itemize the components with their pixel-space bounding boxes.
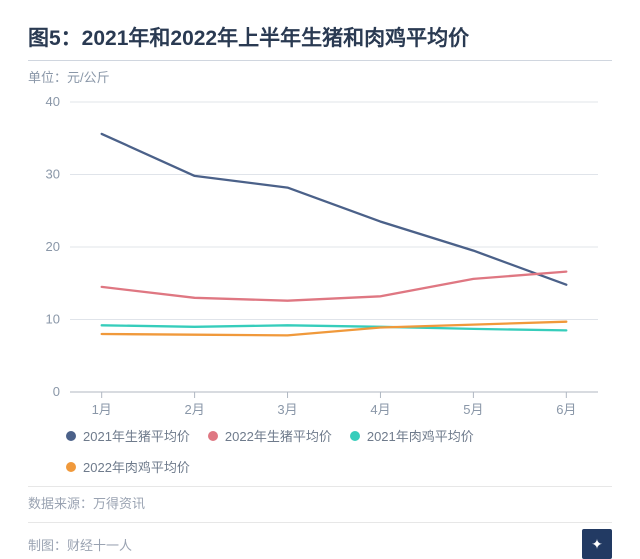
chart-card: 图5：2021年和2022年上半年生猪和肉鸡平均价 单位：元/公斤 0 10 20 3… — [0, 0, 640, 544]
legend-item: 2022年肉鸡平均价 — [66, 457, 190, 476]
chart-title: 图5：2021年和2022年上半年生猪和肉鸡平均价 — [28, 22, 469, 52]
x-tick-label: 2月 — [184, 402, 204, 417]
data-source: 数据来源：万得资讯 — [28, 493, 612, 512]
chart-svg: 0 10 20 30 40 1月 2月 3月 4月 5月 6月 — [28, 92, 612, 422]
series-line-pig2022 — [102, 272, 567, 301]
legend-dot-icon — [350, 431, 360, 441]
legend-item: 2021年生猪平均价 — [66, 426, 190, 445]
publisher-logo-icon: ✦ — [582, 529, 612, 559]
svg-text:20: 20 — [46, 239, 60, 254]
legend-dot-icon — [66, 431, 76, 441]
series-line-pig2021 — [102, 134, 567, 285]
svg-text:0: 0 — [53, 384, 60, 399]
x-tick-label: 3月 — [277, 402, 297, 417]
divider — [28, 486, 612, 487]
x-tick-label: 6月 — [556, 402, 576, 417]
legend-item: 2021年肉鸡平均价 — [350, 426, 474, 445]
svg-text:30: 30 — [46, 167, 60, 182]
legend-label: 2022年肉鸡平均价 — [83, 457, 190, 476]
logo-glyph: ✦ — [591, 536, 603, 553]
credit-label: 制图：财经十一人 — [28, 535, 132, 554]
series-line-chick2021 — [102, 325, 567, 330]
legend: 2021年生猪平均价 2022年生猪平均价 2021年肉鸡平均价 2022年肉鸡平均价 — [28, 426, 612, 476]
legend-item: 2022年生猪平均价 — [208, 426, 332, 445]
x-tick-label: 4月 — [370, 402, 390, 417]
x-tick-label: 1月 — [92, 402, 112, 417]
svg-text:10: 10 — [46, 312, 60, 327]
legend-dot-icon — [208, 431, 218, 441]
legend-dot-icon — [66, 462, 76, 472]
legend-label: 2021年肉鸡平均价 — [367, 426, 474, 445]
divider — [28, 522, 612, 523]
line-chart: 0 10 20 30 40 1月 2月 3月 4月 5月 6月 — [28, 92, 612, 422]
title-rule — [28, 60, 612, 61]
x-tick-label: 5月 — [463, 402, 483, 417]
legend-label: 2022年生猪平均价 — [225, 426, 332, 445]
svg-text:40: 40 — [46, 94, 60, 109]
legend-label: 2021年生猪平均价 — [83, 426, 190, 445]
unit-subtitle: 单位：元/公斤 — [28, 67, 612, 86]
